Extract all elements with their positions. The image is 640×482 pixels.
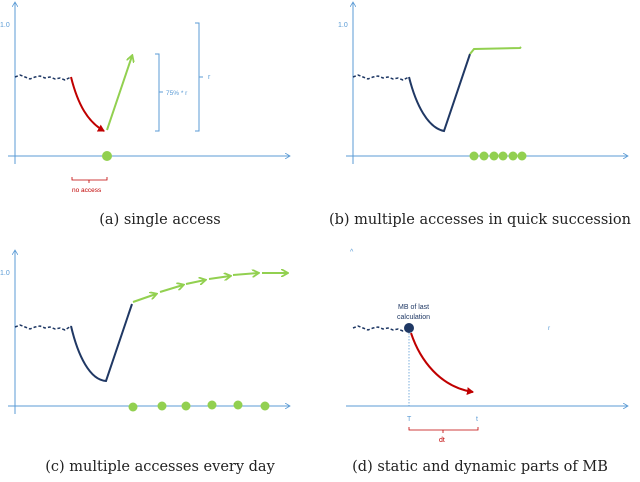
dt-bracket [408,427,479,433]
y-tick-label: 1.0 [0,22,10,29]
dashed-history-curve [14,74,72,81]
label-r: r [208,74,211,81]
label-t: t [476,416,478,423]
label-no-access: no access [72,187,102,194]
decay-curve [70,76,105,132]
label-r: r [548,325,551,332]
access-dot [102,151,112,161]
label-75-percent-r: 75% * r [166,90,188,97]
caption-c: (c) multiple accesses every day [45,459,275,475]
access-dots [469,151,527,161]
panel-c: 1.0 [0,250,290,414]
label-mb-line1: MB of last [398,304,429,311]
daily-boost-arrows [132,273,287,303]
plateau-curve [469,46,522,55]
no-access-bracket [71,177,108,183]
bracket-75 [155,53,163,132]
label-mb-line2: calculation [397,314,430,321]
decay-curve [410,332,474,396]
caption-d: (d) static and dynamic parts of MB [352,459,608,475]
decay-and-boost-curve [70,303,133,383]
dashed-history-curve [352,325,410,332]
bracket-r [195,22,203,132]
panel-d: ^ MB of last calculation r T t dt [346,249,628,444]
panel-a: 1.0 75% * r r no access [0,2,290,194]
mb-last-calculation-dot [404,323,414,333]
label-dt: dt [439,437,445,444]
y-tick-label: 1.0 [0,270,10,277]
panel-b: 1.0 [338,2,628,164]
access-boost-arrow [106,56,132,131]
access-dots [128,400,270,412]
caption-b: (b) multiple accesses in quick successio… [328,212,632,228]
y-tick-label: 1.0 [338,22,348,29]
label-T: T [407,416,412,423]
y-axis-marker: ^ [350,249,354,256]
dashed-history-curve [352,74,410,81]
dashed-history-curve [14,324,72,331]
caption-a: (a) single access [99,212,221,228]
decay-and-boost-curve [408,53,471,133]
